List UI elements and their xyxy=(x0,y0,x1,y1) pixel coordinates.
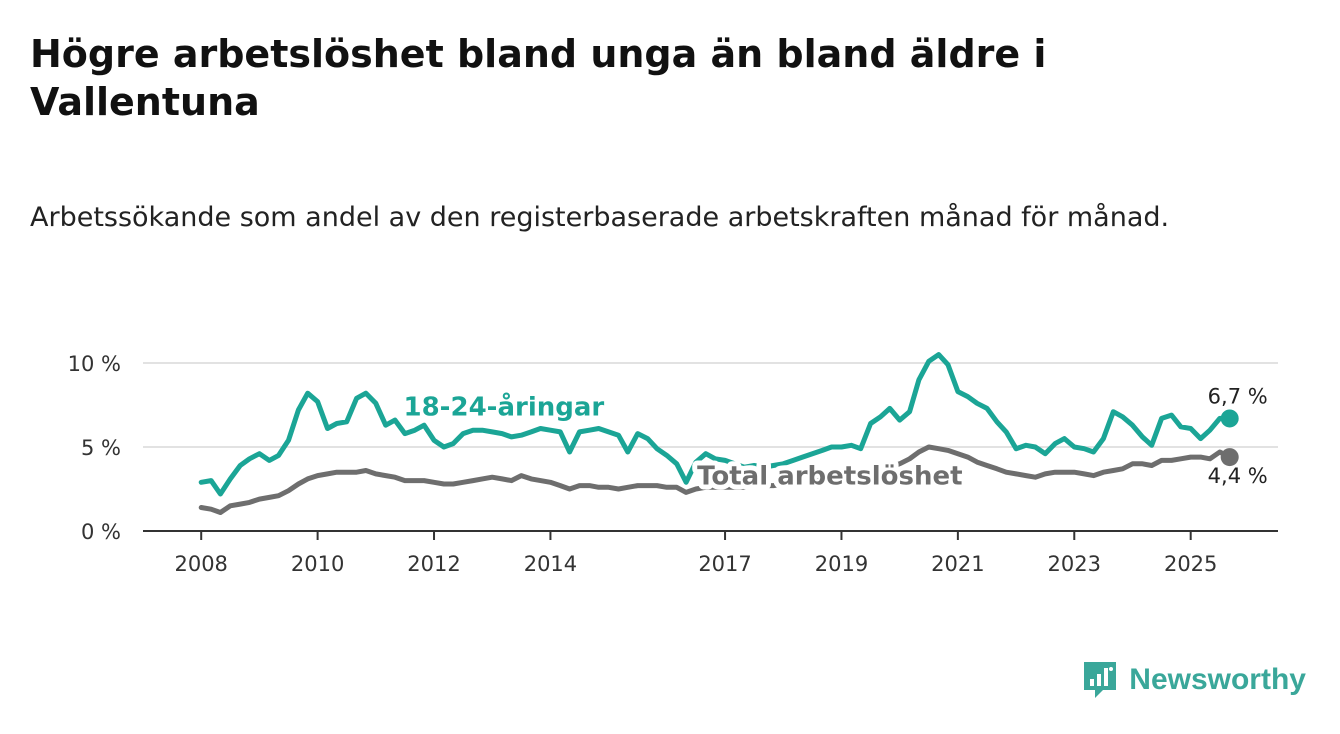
y-tick-label: 0 % xyxy=(81,520,121,544)
series-line-youth xyxy=(198,352,1233,497)
end-value-label-youth: 6,7 % xyxy=(1208,384,1268,408)
newsworthy-logo-text: Newsworthy xyxy=(1129,663,1306,696)
x-tick-label: 2025 xyxy=(1164,552,1217,576)
y-tick-label: 5 % xyxy=(81,436,121,460)
endpoint-total xyxy=(1220,448,1239,467)
end-value-label-total: 4,4 % xyxy=(1208,464,1268,488)
series-line-total xyxy=(198,444,1233,515)
x-tick-label: 2014 xyxy=(524,552,577,576)
x-tick-label: 2021 xyxy=(931,552,984,576)
y-tick-label: 10 % xyxy=(68,352,121,376)
newsworthy-logo-icon xyxy=(1084,662,1117,698)
x-tick-label: 2017 xyxy=(698,552,751,576)
chart-title: Högre arbetslöshet bland unga än bland ä… xyxy=(30,32,1047,124)
x-tick-label: 2019 xyxy=(815,552,868,576)
newsworthy-logo[interactable]: Newsworthy xyxy=(1081,660,1306,700)
endpoint-youth xyxy=(1220,409,1239,428)
x-tick-label: 2010 xyxy=(291,552,344,576)
series-label-total: Total arbetslöshet xyxy=(697,462,962,492)
x-tick-label: 2012 xyxy=(407,552,460,576)
x-tick-label: 2008 xyxy=(174,552,227,576)
x-tick-label: 2023 xyxy=(1048,552,1101,576)
chart-subtitle: Arbetssökande som andel av den registerb… xyxy=(30,202,1170,233)
series-label-halo: 18-24-åringar xyxy=(404,391,605,423)
series-label-halo: Total arbetslöshet xyxy=(697,462,962,492)
series-label-youth: 18-24-åringar xyxy=(404,391,605,423)
